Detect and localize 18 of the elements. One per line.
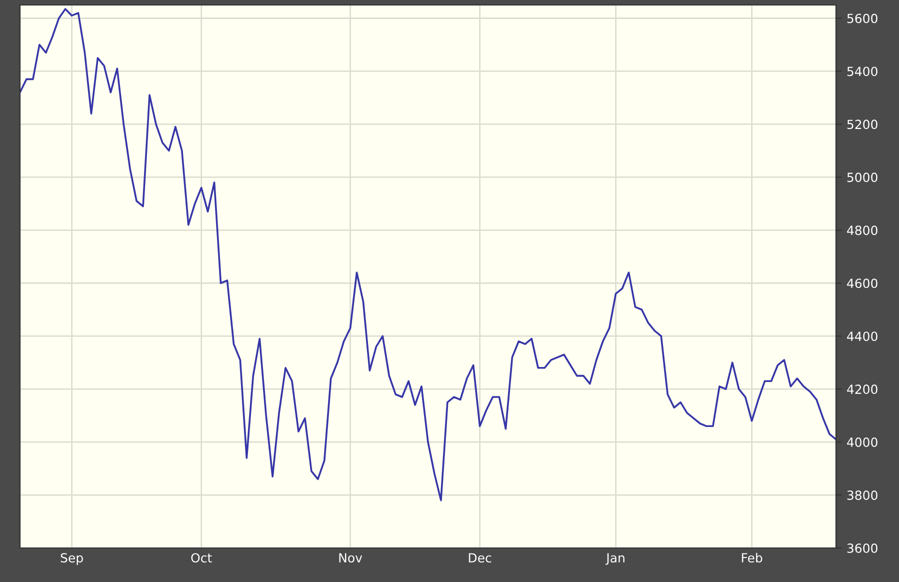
y-tick-label: 5600 [847, 14, 878, 24]
y-tick-label: 4600 [847, 278, 878, 288]
x-tick-label: Jan [606, 553, 624, 565]
y-tick-label: 3800 [847, 490, 878, 500]
x-tick-label: Oct [191, 553, 212, 563]
x-tick-label: Sep [60, 553, 83, 565]
y-tick-label: 4200 [847, 384, 878, 394]
y-tick-label: 4000 [847, 438, 878, 447]
y-tick-label: 4800 [847, 226, 878, 236]
y-tick-label: 5400 [847, 66, 878, 76]
x-tick-label: Dec [468, 553, 492, 563]
y-tick-label: 5000 [847, 172, 878, 182]
y-tick-label: 4400 [847, 332, 878, 342]
y-tick-label: 3600 [847, 543, 878, 553]
line-series [20, 8, 836, 502]
x-tick-label: Nov [339, 553, 362, 563]
x-tick-label: Feb [742, 552, 762, 563]
y-tick-label: 5200 [847, 120, 878, 130]
